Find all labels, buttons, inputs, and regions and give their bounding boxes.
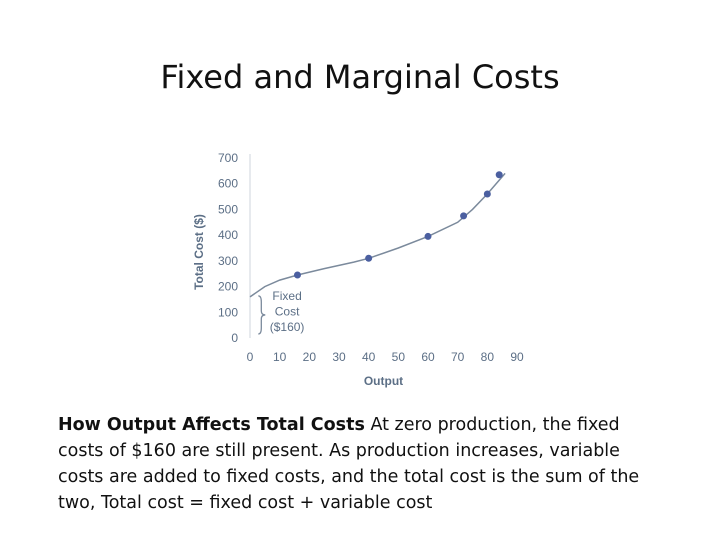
caption: How Output Affects Total Costs At zero p… (58, 412, 668, 516)
y-tick-label: 200 (218, 280, 238, 294)
caption-text: At zero production, the fixed costs of $… (58, 415, 640, 513)
y-tick-label: 400 (218, 228, 238, 242)
slide-title: Fixed and Marginal Costs (160, 58, 560, 96)
x-tick-label: 70 (451, 350, 465, 364)
annotation-line-cost: Cost (275, 304, 300, 318)
x-tick-labels: 0 10 20 30 40 50 60 70 80 90 (247, 350, 524, 364)
y-axis-label: Total Cost ($) (192, 214, 206, 290)
y-tick-label: 0 (231, 331, 238, 345)
annotation-line-fixed: Fixed (272, 289, 301, 303)
total-cost-chart: 0 100 200 300 400 500 600 700 0 10 20 30 40 50 60 70 80… (192, 151, 524, 388)
y-tick-label: 500 (218, 202, 238, 216)
fixed-cost-brace (258, 295, 266, 335)
caption-heading: How Output Affects Total Costs (58, 415, 365, 435)
data-points (293, 171, 503, 279)
annotation-line-amount: ($160) (270, 320, 305, 334)
y-tick-label: 600 (218, 177, 238, 191)
data-point (293, 271, 301, 279)
data-point (365, 254, 373, 262)
data-point (495, 171, 503, 179)
y-tick-label: 700 (218, 151, 238, 165)
x-tick-label: 30 (332, 350, 346, 364)
x-tick-label: 90 (510, 350, 524, 364)
x-tick-label: 40 (362, 350, 376, 364)
x-tick-label: 50 (392, 350, 406, 364)
x-tick-label: 60 (421, 350, 435, 364)
data-point (483, 190, 491, 198)
x-axis-label: Output (364, 374, 403, 388)
data-point (424, 232, 432, 240)
total-cost-curve (249, 172, 506, 298)
y-tick-labels: 0 100 200 300 400 500 600 700 (218, 151, 238, 345)
y-tick-label: 300 (218, 254, 238, 268)
x-tick-label: 80 (481, 350, 495, 364)
x-tick-label: 0 (247, 350, 254, 364)
data-point (460, 212, 468, 220)
x-tick-label: 10 (273, 350, 287, 364)
y-tick-label: 100 (218, 305, 238, 319)
x-tick-label: 20 (303, 350, 317, 364)
fixed-cost-annotation: Fixed Cost ($160) (270, 289, 305, 334)
